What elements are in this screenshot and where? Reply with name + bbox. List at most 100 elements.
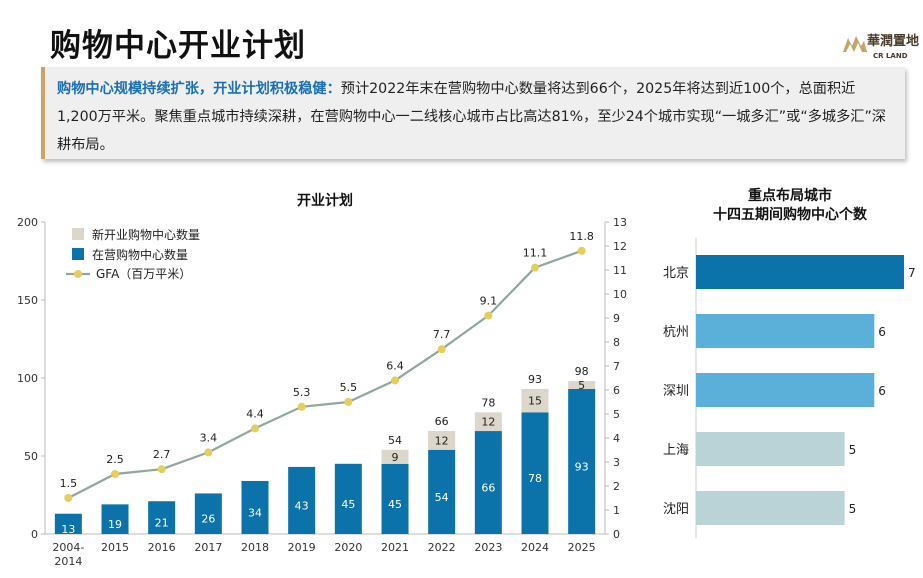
- operating-bar-label: 43: [295, 499, 309, 512]
- new-opening-bar: [568, 381, 596, 389]
- x-tick-label: 2018: [241, 541, 269, 554]
- gfa-point-label: 3.4: [200, 431, 218, 444]
- y-tick-label-right: 3: [613, 456, 620, 469]
- new-opening-bar-label: 12: [435, 434, 449, 447]
- stack-total-label: 78: [481, 396, 495, 409]
- operating-bar: [381, 463, 409, 534]
- legend-label-operating: 在营购物中心数量: [92, 247, 188, 262]
- operating-bar: [288, 466, 316, 534]
- cr-land-logo: 華潤置地 CR LAND: [843, 27, 923, 67]
- x-tick-label: 2017: [194, 541, 222, 554]
- gfa-point-label: 9.1: [480, 295, 498, 308]
- gfa-line: [67, 249, 583, 499]
- operating-bar: [54, 513, 82, 534]
- page-title: 购物中心开业计划: [50, 28, 306, 64]
- summary-body: 预计2022年末在营购物中心数量将达到66个，2025年将达到近100个，总面积…: [57, 81, 886, 153]
- y-tick-label-right: 5: [613, 408, 620, 421]
- city-label: 北京: [663, 266, 689, 281]
- x-tick-label: 2016: [148, 541, 176, 554]
- x-tick-label: 2022: [428, 541, 456, 554]
- stack-total-label: 66: [435, 415, 449, 428]
- y-tick-label-right: 8: [613, 336, 620, 349]
- city-chart-title-line1: 重点布局城市: [748, 188, 832, 204]
- x-tick-label: 2025: [568, 541, 596, 554]
- y-tick-label-right: 0: [613, 528, 620, 541]
- operating-bar: [521, 412, 549, 534]
- gfa-point-label: 4.4: [246, 407, 264, 420]
- operating-bar-label: 21: [155, 517, 169, 530]
- operating-bar-label: 54: [435, 491, 449, 504]
- gfa-point-label: 7.7: [433, 328, 451, 341]
- x-tick-label: 2004-: [52, 541, 84, 554]
- y-tick-label-right: 11: [613, 264, 627, 277]
- stack-total-label: 98: [575, 365, 589, 378]
- y-tick-label-right: 2: [613, 480, 620, 493]
- gfa-point: [297, 402, 306, 411]
- logo-text: 華潤置地: [867, 34, 920, 49]
- legend-swatch-operating: [72, 248, 84, 260]
- gfa-point: [344, 398, 353, 406]
- city-bar: [696, 314, 875, 348]
- y-tick-label-left: 200: [17, 216, 38, 229]
- y-tick-label-left: 50: [24, 450, 38, 463]
- gfa-point: [204, 448, 213, 457]
- y-tick-label-right: 9: [613, 312, 620, 325]
- operating-bar-label: 78: [528, 472, 542, 485]
- operating-bar-label: 26: [201, 513, 215, 526]
- new-opening-bar: [474, 412, 502, 432]
- operating-bar-label: 19: [108, 518, 122, 531]
- y-tick-label-left: 150: [17, 294, 38, 307]
- gfa-point: [157, 465, 166, 474]
- gfa-point: [484, 311, 493, 320]
- city-label: 杭州: [663, 325, 689, 340]
- operating-bar: [194, 493, 222, 534]
- y-tick-label-right: 1: [613, 504, 620, 517]
- city-bar: [696, 255, 904, 289]
- operating-bar: [334, 463, 362, 534]
- gfa-point-label: 11.8: [569, 230, 594, 243]
- x-tick-label: 2019: [288, 541, 316, 554]
- city-bar: [696, 432, 845, 466]
- gfa-point-label: 6.4: [386, 359, 404, 372]
- logo-mountain-icon: [843, 36, 867, 52]
- city-bar: [696, 491, 845, 525]
- new-opening-bar: [521, 388, 549, 413]
- new-opening-bar: [381, 449, 409, 464]
- stack-total-label: 54: [388, 434, 402, 447]
- city-label: 沈阳: [663, 502, 689, 517]
- new-opening-bar-label: 15: [528, 395, 542, 408]
- gfa-point: [251, 424, 259, 433]
- legend-label-new: 新开业购物中心数量: [92, 227, 200, 242]
- city-chart-title: 重点布局城市 十四五期间购物中心个数: [680, 187, 900, 225]
- summary-highlight: 购物中心规模持续扩张，开业计划积极稳健：: [57, 81, 341, 97]
- operating-bar: [568, 388, 596, 534]
- operating-bar: [474, 431, 502, 534]
- y-tick-label-right: 12: [613, 240, 627, 253]
- x-tick-label-line2: 2014: [54, 555, 82, 568]
- gfa-point: [577, 246, 586, 255]
- gfa-point-label: 11.1: [523, 247, 548, 260]
- logo-subtext: CR LAND: [873, 52, 908, 60]
- gfa-point: [531, 263, 539, 272]
- gfa-point-label: 2.7: [153, 448, 171, 461]
- operating-bar-label: 45: [341, 498, 355, 511]
- operating-bar: [101, 504, 129, 534]
- opening-plan-chart: 050100150200012345678910111213132004-201…: [17, 216, 627, 568]
- city-value-label: 6: [878, 384, 886, 398]
- city-value-label: 5: [849, 443, 857, 457]
- y-tick-label-left: 0: [31, 528, 38, 541]
- summary-box: 购物中心规模持续扩张，开业计划积极稳健：预计2022年末在营购物中心数量将达到6…: [41, 67, 905, 159]
- gfa-point-label: 1.5: [60, 477, 78, 490]
- city-label: 上海: [663, 443, 689, 458]
- y-tick-label-right: 10: [613, 288, 627, 301]
- new-opening-bar-label: 5: [578, 379, 585, 392]
- y-tick-label-right: 4: [613, 432, 620, 445]
- legend-label-gfa: GFA（百万平米）: [96, 267, 191, 281]
- gfa-point: [111, 470, 119, 478]
- gfa-point-label: 5.5: [340, 381, 358, 394]
- operating-bar: [241, 480, 269, 534]
- city-chart-title-line2: 十四五期间购物中心个数: [713, 207, 867, 223]
- gfa-point: [437, 345, 446, 354]
- x-tick-label: 2023: [474, 541, 502, 554]
- main-chart-title: 开业计划: [297, 193, 353, 209]
